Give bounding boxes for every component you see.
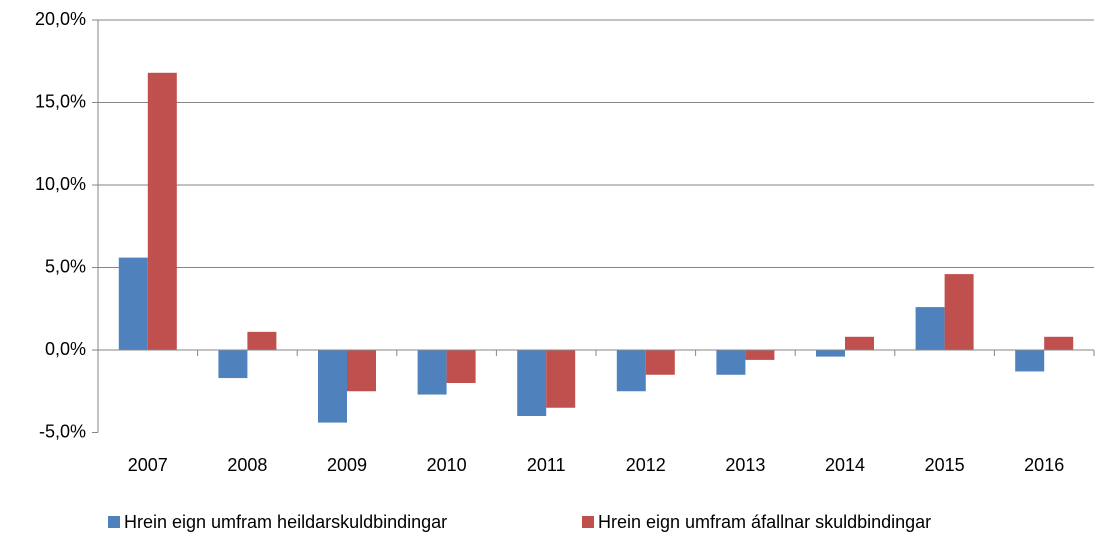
bar: [616, 350, 646, 392]
x-tick-label: 2007: [128, 455, 168, 475]
legend-swatch: [582, 516, 594, 528]
x-tick-label: 2010: [427, 455, 467, 475]
legend-label: Hrein eign umfram áfallnar skuldbindinga…: [598, 512, 931, 532]
bar: [1015, 350, 1045, 372]
y-tick-label: 0,0%: [45, 339, 86, 359]
x-tick-label: 2011: [527, 455, 566, 475]
bar: [147, 72, 177, 351]
y-tick-label: 5,0%: [45, 256, 86, 276]
legend-swatch: [108, 516, 120, 528]
bar: [517, 350, 547, 416]
y-tick-label: -5,0%: [39, 421, 86, 441]
x-tick-label: 2013: [725, 455, 765, 475]
bar: [816, 350, 845, 357]
x-tick-label: 2016: [1024, 455, 1064, 475]
bar: [318, 350, 347, 423]
y-tick-label: 15,0%: [35, 91, 86, 111]
bar: [1044, 336, 1074, 350]
y-tick-label: 20,0%: [35, 9, 86, 29]
x-tick-label: 2014: [825, 455, 865, 475]
y-tick-label: 10,0%: [35, 174, 86, 194]
bar: [915, 307, 945, 350]
bar: [446, 350, 476, 383]
bar: [417, 350, 447, 395]
legend-label: Hrein eign umfram heildarskuldbindingar: [124, 512, 447, 532]
bar: [944, 274, 974, 350]
x-tick-label: 2012: [626, 455, 666, 475]
x-tick-label: 2009: [327, 455, 367, 475]
bar: [347, 350, 376, 392]
bar: [118, 257, 148, 350]
bar: [745, 350, 775, 360]
x-tick-label: 2008: [227, 455, 267, 475]
bar: [218, 350, 248, 379]
bar: [645, 350, 675, 375]
bar: [546, 350, 576, 408]
bar: [716, 350, 746, 375]
x-tick-label: 2015: [925, 455, 965, 475]
bar: [845, 336, 874, 350]
bar: [247, 331, 277, 350]
